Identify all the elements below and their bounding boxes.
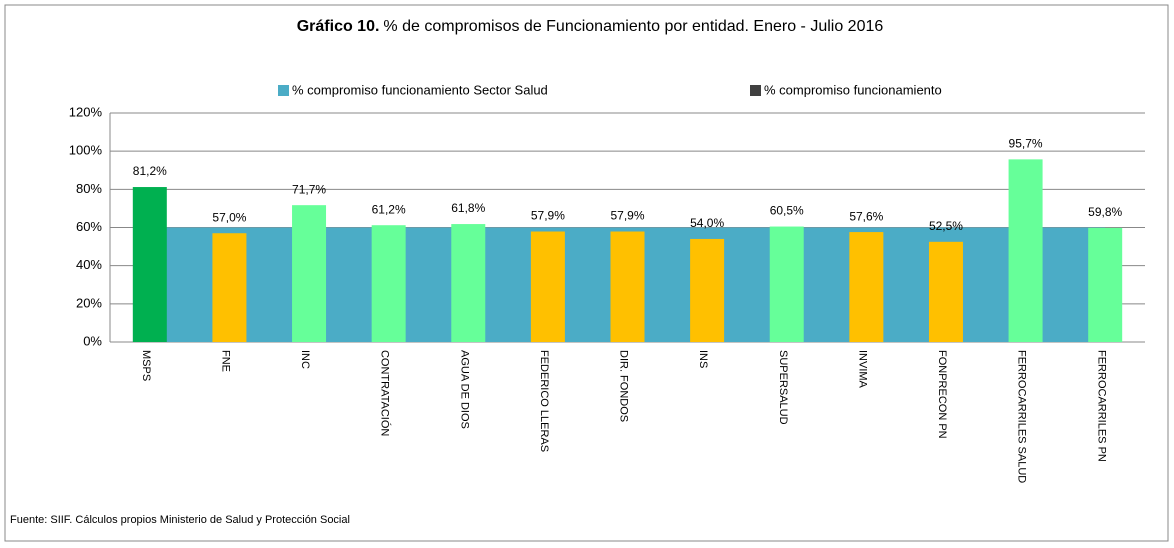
x-tick-label: DIR. FONDOS bbox=[618, 350, 630, 422]
legend-swatch bbox=[750, 85, 761, 96]
y-tick-label: 80% bbox=[76, 181, 102, 196]
bar bbox=[690, 238, 725, 342]
x-tick-label: SUPERSALUD bbox=[777, 350, 789, 425]
y-tick-label: 40% bbox=[76, 257, 102, 272]
value-label: 81,2% bbox=[133, 164, 167, 178]
x-tick-label: INVIMA bbox=[856, 350, 868, 389]
bar bbox=[1088, 227, 1123, 342]
chart-title: Gráfico 10.% de compromisos de Funcionam… bbox=[297, 18, 884, 35]
bar bbox=[371, 225, 406, 342]
bar bbox=[1008, 159, 1043, 342]
x-tick-label: AGUA DE DIOS bbox=[458, 350, 470, 429]
x-tick-label: FERROCARRILES SALUD bbox=[1016, 350, 1028, 483]
value-label: 52,5% bbox=[929, 219, 963, 233]
legend-label: % compromiso funcionamiento Sector Salud bbox=[292, 82, 548, 97]
x-tick-label: FONPRECON PN bbox=[936, 350, 948, 439]
bar bbox=[530, 231, 565, 342]
bar bbox=[212, 233, 247, 342]
bar bbox=[132, 187, 167, 342]
x-tick-label: FEDERICO LLERAS bbox=[538, 350, 550, 452]
value-label: 71,7% bbox=[292, 182, 326, 196]
x-tick-label: INC bbox=[299, 350, 311, 369]
value-label: 59,8% bbox=[1088, 205, 1122, 219]
x-tick-label: FERROCARRILES PN bbox=[1095, 350, 1107, 462]
x-tick-label: MSPS bbox=[140, 350, 152, 381]
title-bold: Gráfico 10. bbox=[297, 18, 380, 35]
title-text: % de compromisos de Funcionamiento por e… bbox=[383, 18, 883, 35]
y-tick-label: 20% bbox=[76, 295, 102, 310]
y-tick-label: 60% bbox=[76, 219, 102, 234]
value-label: 95,7% bbox=[1009, 137, 1043, 151]
value-label: 57,0% bbox=[212, 210, 246, 224]
y-tick-label: 120% bbox=[69, 104, 103, 119]
value-label: 54,0% bbox=[690, 216, 724, 230]
value-label: 60,5% bbox=[770, 204, 804, 218]
source-note: Fuente: SIIF. Cálculos propios Ministeri… bbox=[10, 514, 350, 526]
value-label: 57,9% bbox=[531, 209, 565, 223]
value-label: 57,9% bbox=[610, 209, 644, 223]
x-tick-label: FNE bbox=[220, 350, 232, 372]
bar bbox=[769, 226, 804, 342]
bar bbox=[610, 231, 645, 342]
bar bbox=[292, 205, 327, 342]
y-tick-label: 0% bbox=[83, 333, 102, 348]
value-label: 61,2% bbox=[372, 202, 406, 216]
bar bbox=[928, 241, 963, 342]
legend-swatch bbox=[278, 85, 289, 96]
value-label: 61,8% bbox=[451, 201, 485, 215]
x-tick-label: CONTRATACIÓN bbox=[379, 350, 392, 436]
y-tick-label: 100% bbox=[69, 143, 103, 158]
bar bbox=[451, 224, 486, 342]
legend-label: % compromiso funcionamiento bbox=[764, 82, 942, 97]
value-label: 57,6% bbox=[849, 209, 883, 223]
bar bbox=[849, 232, 884, 342]
x-tick-label: INS bbox=[697, 350, 709, 368]
